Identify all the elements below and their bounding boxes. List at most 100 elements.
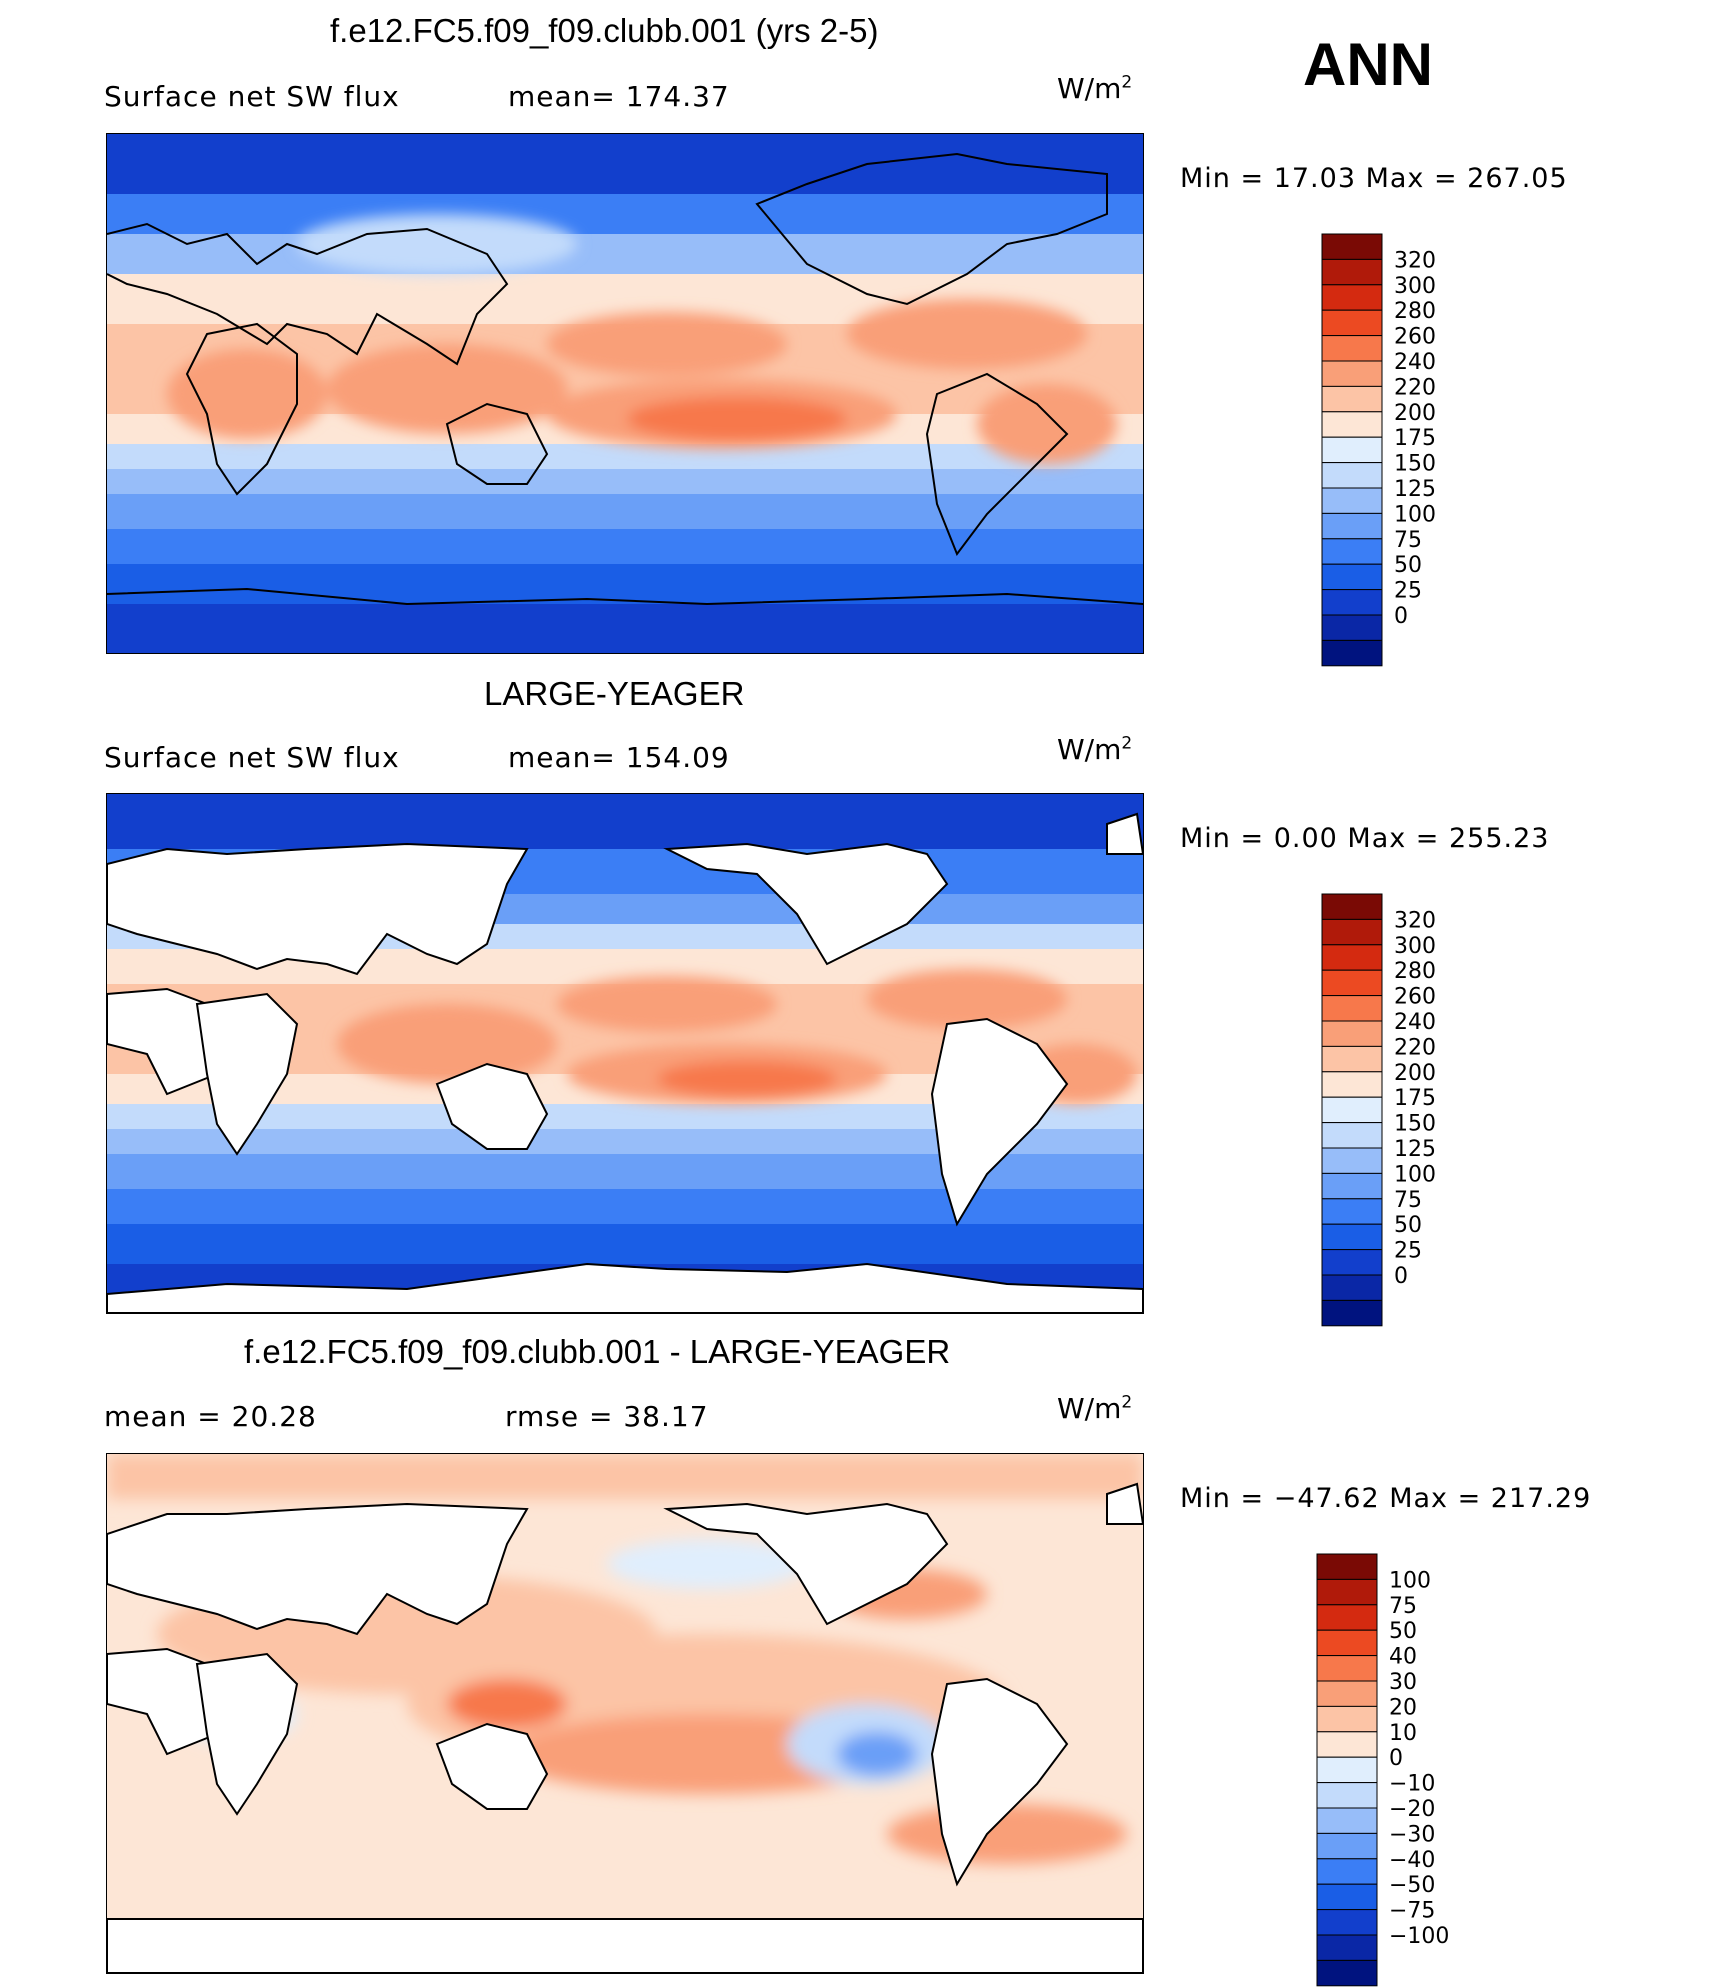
colorbar-tick-label: 300 [1394, 934, 1436, 959]
colorbar-swatch [1321, 1096, 1383, 1124]
colorbar-tick-label: −30 [1389, 1822, 1435, 1847]
colorbar-swatch [1316, 1731, 1378, 1758]
season-label: ANN [1303, 31, 1433, 98]
colorbar-tick-label: 150 [1394, 452, 1436, 477]
colorbar-tick-label: 260 [1394, 325, 1436, 350]
panel2-units: W/m2 [1057, 733, 1133, 766]
colorbar-swatch [1316, 1959, 1378, 1987]
panel1-colorbar: 320 300 280 260 240 220 200 175 150 125 100 75 50 25 0 [1320, 232, 1470, 668]
colorbar-swatch [1321, 563, 1383, 591]
band-s60 [107, 529, 1143, 564]
panel3-mean-label: mean = 20.28 [104, 1400, 317, 1433]
colorbar-swatch [1316, 1553, 1378, 1580]
colorbar-tick-label: −100 [1389, 1924, 1449, 1949]
colorbar-tick-label: 0 [1394, 604, 1408, 629]
colorbar-tick-label: 125 [1394, 477, 1436, 502]
colorbar-tick-label: 10 [1389, 1721, 1417, 1746]
panel2-map [106, 793, 1144, 1314]
colorbar-swatch [1321, 411, 1383, 438]
colorbar-swatch [1321, 614, 1383, 641]
band-s70 [107, 564, 1143, 604]
panel1-variable-label: Surface net SW flux [104, 80, 400, 113]
colorbar-swatch [1321, 436, 1383, 464]
panel1-minmax: Min = 17.03 Max = 267.05 [1180, 163, 1568, 194]
colorbar-swatch [1316, 1604, 1378, 1631]
colorbar-swatch [1321, 309, 1383, 337]
band-subarctic [107, 194, 1143, 234]
land-mask [107, 812, 1143, 1313]
colorbar-tick-label: 100 [1394, 502, 1436, 527]
panel3-minmax: Min = −47.62 Max = 217.29 [1180, 1483, 1592, 1514]
panel2-variable-label: Surface net SW flux [104, 741, 400, 774]
colorbar-swatch [1316, 1934, 1378, 1961]
band-arctic [107, 134, 1143, 194]
colorbar-tick-label: −40 [1389, 1848, 1435, 1873]
colorbar-tick-label: 25 [1394, 579, 1422, 604]
colorbar-swatch [1321, 487, 1383, 514]
panel3-rmse-label: rmse = 38.17 [505, 1400, 709, 1433]
colorbar-tick-label: 50 [1389, 1619, 1417, 1644]
colorbar-swatch [1316, 1655, 1378, 1682]
colorbar-tick-label: 75 [1389, 1594, 1417, 1619]
colorbar-tick-label: 75 [1394, 528, 1422, 553]
colorbar-tick-label: 220 [1394, 375, 1436, 400]
colorbar-swatch [1321, 462, 1383, 489]
panel3-title: f.e12.FC5.f09_f09.clubb.001 - LARGE-YEAG… [244, 1333, 951, 1370]
colorbar-tick-label: 50 [1394, 553, 1422, 578]
colorbar-tick-label: 300 [1394, 274, 1436, 299]
colorbar-tick-label: 175 [1394, 1086, 1436, 1111]
colorbar-tick-label: 220 [1394, 1035, 1436, 1060]
colorbar-tick-label: −75 [1389, 1899, 1435, 1924]
colorbar-swatch [1321, 969, 1383, 997]
colorbar-tick-label: 25 [1394, 1239, 1422, 1264]
colorbar-swatch [1321, 1045, 1383, 1073]
colorbar-tick-label: 320 [1394, 248, 1436, 273]
band-s50 [107, 494, 1143, 529]
colorbar-swatch [1321, 589, 1383, 616]
colorbar-swatch [1321, 385, 1383, 413]
colorbar-tick-label: 125 [1394, 1137, 1436, 1162]
colorbar-tick-label: 20 [1389, 1695, 1417, 1720]
colorbar-swatch [1321, 335, 1383, 362]
colorbar-swatch [1321, 512, 1383, 540]
colorbar-swatch [1321, 284, 1383, 311]
colorbar-swatch [1316, 1705, 1378, 1733]
band-antarctic [107, 604, 1143, 653]
panel1-units: W/m2 [1057, 72, 1133, 105]
colorbar-tick-label: 30 [1389, 1670, 1417, 1695]
colorbar-tick-label: 240 [1394, 1010, 1436, 1035]
colorbar-tick-label: −20 [1389, 1797, 1435, 1822]
colorbar-swatch [1321, 1122, 1383, 1149]
colorbar-swatch [1321, 258, 1383, 286]
colorbar-swatch [1316, 1807, 1378, 1834]
colorbar-swatch [1316, 1680, 1378, 1707]
colorbar-swatch [1321, 1071, 1383, 1098]
colorbar-tick-label: 320 [1394, 908, 1436, 933]
colorbar-swatch [1321, 639, 1383, 667]
colorbar-tick-label: 240 [1394, 350, 1436, 375]
colorbar-tick-label: −10 [1389, 1772, 1435, 1797]
colorbar-swatch [1321, 1249, 1383, 1276]
colorbar-swatch [1321, 995, 1383, 1022]
colorbar-swatch [1321, 1198, 1383, 1225]
panel1-mean-label: mean= 174.37 [508, 80, 730, 113]
difference-field [107, 1454, 1143, 1864]
colorbar-swatch [1316, 1629, 1378, 1657]
colorbar-swatch [1321, 1223, 1383, 1251]
panel3-map [106, 1453, 1144, 1974]
land-mask [107, 1482, 1143, 1973]
panel2-mean-label: mean= 154.09 [508, 741, 730, 774]
colorbar-swatch [1321, 1274, 1383, 1301]
colorbar-swatch [1316, 1756, 1378, 1784]
panel2-minmax: Min = 0.00 Max = 255.23 [1180, 823, 1550, 854]
colorbar-tick-label: 280 [1394, 299, 1436, 324]
band-s40 [107, 469, 1143, 494]
colorbar-swatch [1316, 1832, 1378, 1860]
flux-maxima [167, 214, 1117, 464]
colorbar-tick-label: 260 [1394, 985, 1436, 1010]
colorbar-swatch [1321, 893, 1383, 920]
colorbar-swatch [1316, 1782, 1378, 1809]
colorbar-tick-label: 40 [1389, 1645, 1417, 1670]
